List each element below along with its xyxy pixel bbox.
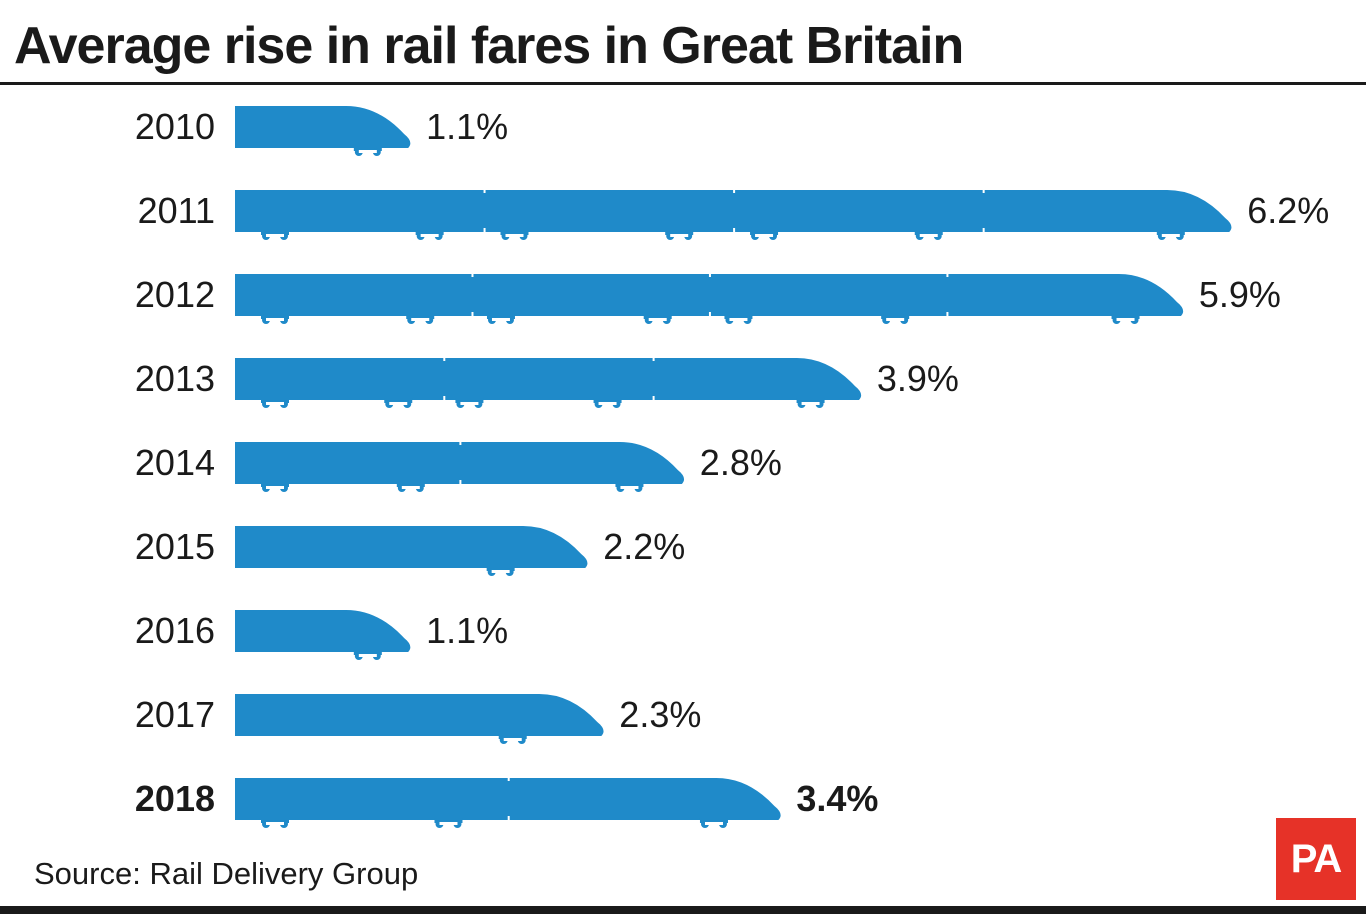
wheel-bogie: [434, 818, 463, 828]
source-note: Source: Rail Delivery Group: [34, 856, 419, 891]
train-body-2012: [235, 274, 1184, 316]
wheel-bogie: [384, 398, 413, 408]
value-label-2018: 3.4%: [796, 778, 878, 819]
bar-2013: 2013 3.9%: [135, 358, 959, 408]
wheel-bogie: [486, 566, 515, 576]
bar-2011: 2011 6.2%: [138, 190, 1329, 240]
value-label-2013: 3.9%: [877, 358, 959, 399]
value-label-2012: 5.9%: [1199, 274, 1281, 315]
year-label-2012: 2012: [135, 274, 215, 315]
value-label-2010: 1.1%: [426, 106, 508, 147]
wheel-bogie: [724, 314, 753, 324]
train-body-2011: [235, 190, 1232, 232]
wheel-bogie: [500, 230, 529, 240]
wheel-bogie: [881, 314, 910, 324]
bar-2010: 2010 1.1%: [135, 106, 508, 156]
wheel-bogie: [406, 314, 435, 324]
wheel-bogie: [455, 398, 484, 408]
wheel-bogie: [261, 398, 289, 408]
year-label-2015: 2015: [135, 526, 215, 567]
wheel-bogie: [396, 482, 425, 492]
wheel-bogie: [750, 230, 779, 240]
wheel-bogie: [261, 230, 289, 240]
bottom-rule: [0, 906, 1366, 914]
bar-2017: 2017 2.3%: [135, 694, 701, 744]
wheel-bogie: [699, 818, 728, 828]
value-label-2011: 6.2%: [1247, 190, 1329, 231]
year-label-2010: 2010: [135, 106, 215, 147]
train-body-2014: [235, 442, 685, 484]
chart-title: Average rise in rail fares in Great Brit…: [14, 17, 964, 75]
train-body-2018: [235, 778, 781, 820]
wheel-bogie: [486, 314, 515, 324]
train-body-2017: [235, 694, 604, 736]
title-rule: [0, 82, 1366, 85]
value-label-2016: 1.1%: [426, 610, 508, 651]
wheel-bogie: [498, 734, 527, 744]
wheel-bogie: [261, 482, 289, 492]
bar-2018: 2018 3.4%: [135, 778, 878, 828]
pa-logo: PA: [1276, 818, 1356, 900]
year-label-2013: 2013: [135, 358, 215, 399]
bar-2015: 2015 2.2%: [135, 526, 685, 576]
train-body-2013: [235, 358, 862, 400]
train-body-2010: [235, 106, 411, 148]
train-body-2015: [235, 526, 588, 568]
value-label-2014: 2.8%: [700, 442, 782, 483]
wheel-bogie: [353, 146, 382, 156]
wheel-bogie: [593, 398, 622, 408]
year-label-2014: 2014: [135, 442, 215, 483]
year-label-2017: 2017: [135, 694, 215, 735]
year-label-2018: 2018: [135, 778, 215, 819]
value-label-2015: 2.2%: [603, 526, 685, 567]
bar-2014: 2014 2.8%: [135, 442, 782, 492]
wheel-bogie: [415, 230, 444, 240]
value-label-2017: 2.3%: [619, 694, 701, 735]
wheel-bogie: [353, 650, 382, 660]
wheel-bogie: [643, 314, 672, 324]
year-label-2011: 2011: [138, 190, 215, 231]
wheel-bogie: [1111, 314, 1140, 324]
wheel-bogie: [261, 818, 289, 828]
year-label-2016: 2016: [135, 610, 215, 651]
wheel-bogie: [914, 230, 943, 240]
train-body-2016: [235, 610, 411, 652]
wheel-bogie: [261, 314, 289, 324]
wheel-bogie: [665, 230, 694, 240]
wheel-bogie: [796, 398, 825, 408]
wheel-bogie: [615, 482, 644, 492]
wheel-bogie: [1156, 230, 1185, 240]
bar-2016: 2016 1.1%: [135, 610, 508, 660]
bar-2012: 2012 5.9%: [135, 274, 1281, 324]
